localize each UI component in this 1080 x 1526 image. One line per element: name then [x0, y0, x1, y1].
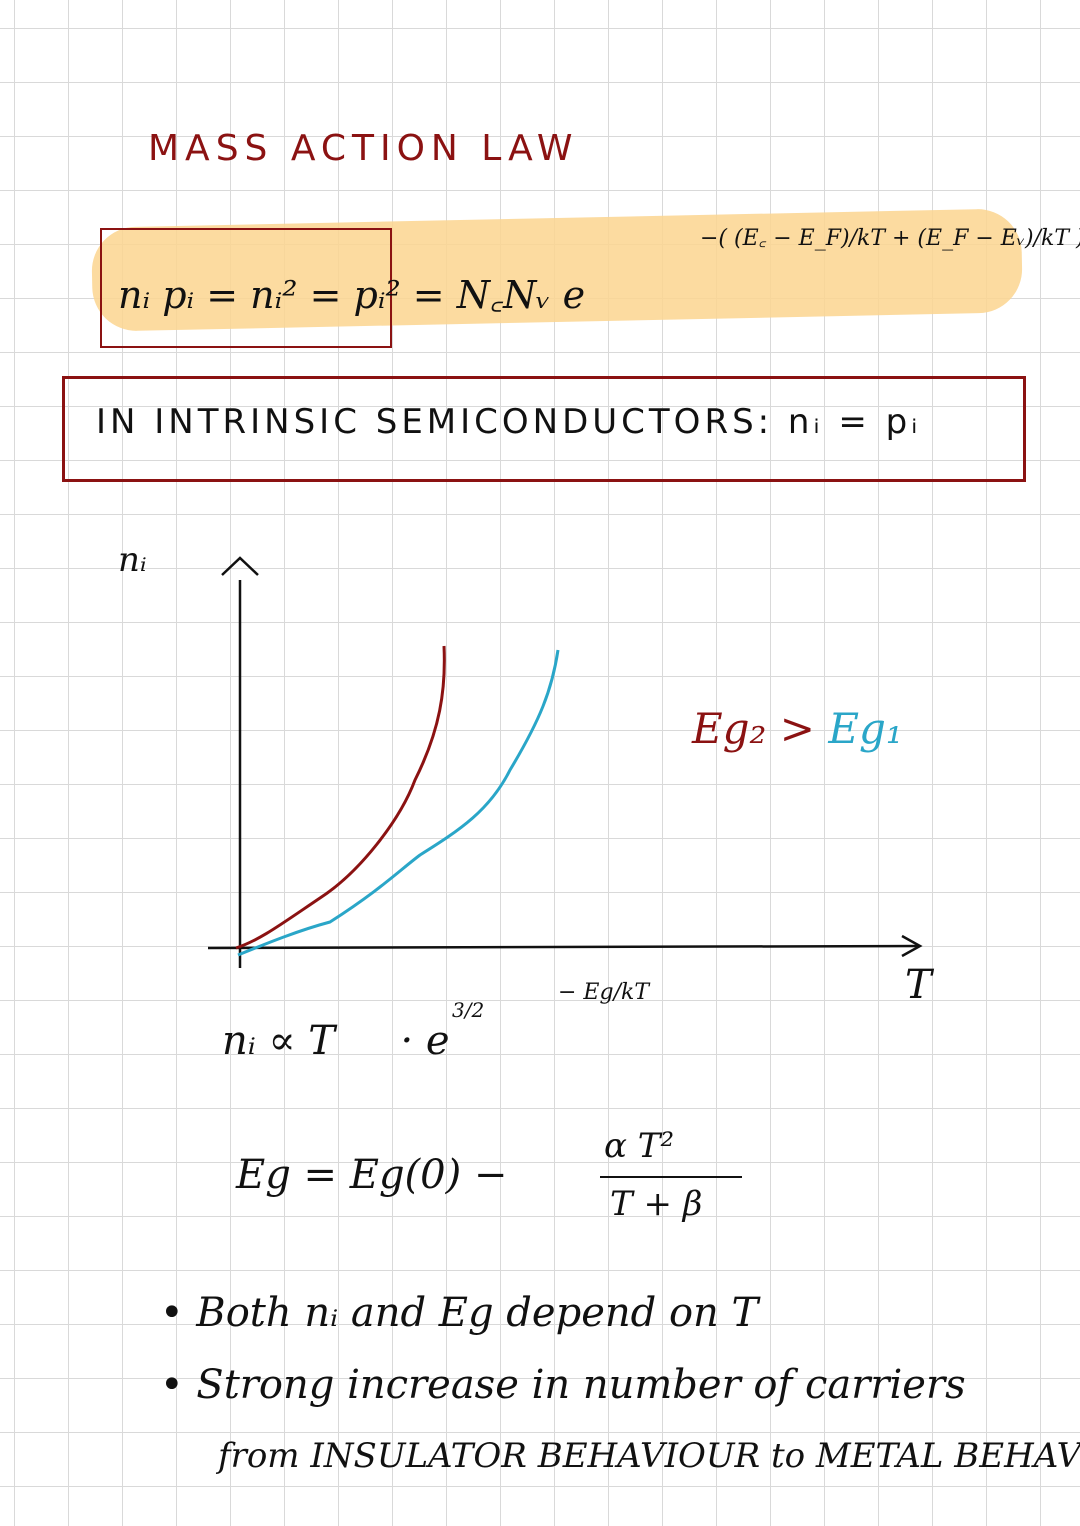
bullet-3: from INSULATOR BEHAVIOUR to METAL BEHAVI…	[218, 1436, 1080, 1476]
bandgap-denominator: T + β	[610, 1184, 703, 1224]
page-title: MASS ACTION LAW	[148, 128, 579, 169]
bandgap-equation: Eg = Eg(0) −	[236, 1152, 508, 1198]
ni-proportionality-main: nᵢ ∝ T	[222, 1018, 335, 1064]
fraction-bar	[600, 1176, 742, 1178]
intrinsic-box	[62, 376, 1026, 482]
legend-gt: >	[779, 704, 815, 753]
ni-power: 3/2	[452, 998, 485, 1022]
legend: Eg₂ > Eg₁	[692, 704, 903, 753]
x-axis-label: T	[905, 962, 932, 1008]
bandgap-numerator: α T²	[604, 1126, 675, 1166]
ni-proportionality-tail: · e	[400, 1018, 450, 1064]
x-axis-arrow	[901, 934, 923, 958]
y-axis-label: nᵢ	[118, 540, 147, 580]
bullet-1: • Both nᵢ and Eg depend on T	[160, 1290, 759, 1336]
legend-eg2: Eg₂	[692, 704, 767, 753]
mass-action-exponent: −( (E꜀ − E_F)/kT + (E_F − Eᵥ)/kT )	[700, 226, 1080, 251]
y-axis-arrow	[221, 556, 259, 576]
equation-box	[100, 228, 392, 348]
x-axis	[207, 944, 919, 950]
intrinsic-statement: IN INTRINSIC SEMICONDUCTORS: nᵢ = pᵢ	[96, 402, 922, 442]
bullet-2: • Strong increase in number of carriers	[160, 1362, 966, 1408]
eg2-curve	[235, 645, 446, 950]
ni-exponent: − Eg/kT	[558, 980, 649, 1005]
carrier-concentration-graph	[207, 556, 923, 968]
ni-proportionality: nᵢ ∝ T · e	[222, 1018, 450, 1064]
eg1-curve	[237, 649, 560, 957]
legend-eg1: Eg₁	[828, 704, 903, 753]
mass-action-equation: nᵢ pᵢ = nᵢ² = pᵢ² = N꜀Nᵥ e	[118, 273, 586, 317]
